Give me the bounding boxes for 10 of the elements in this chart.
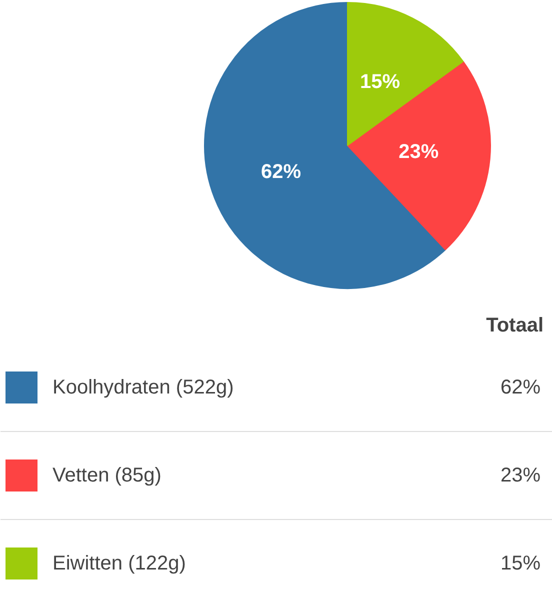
data-label: 15% <box>360 70 400 93</box>
text: 62% <box>500 376 540 398</box>
legend-title: Totaal <box>486 314 544 336</box>
data-label: 62% <box>261 160 302 183</box>
data-label: 23% <box>398 141 439 164</box>
legend-label: Eiwitten (122g) <box>52 552 186 574</box>
legend-label: Koolhydraten (522g) <box>52 376 234 398</box>
text: 15% <box>500 552 540 574</box>
legend-label: Vetten (85g) <box>52 464 162 486</box>
text: 23% <box>500 464 540 486</box>
